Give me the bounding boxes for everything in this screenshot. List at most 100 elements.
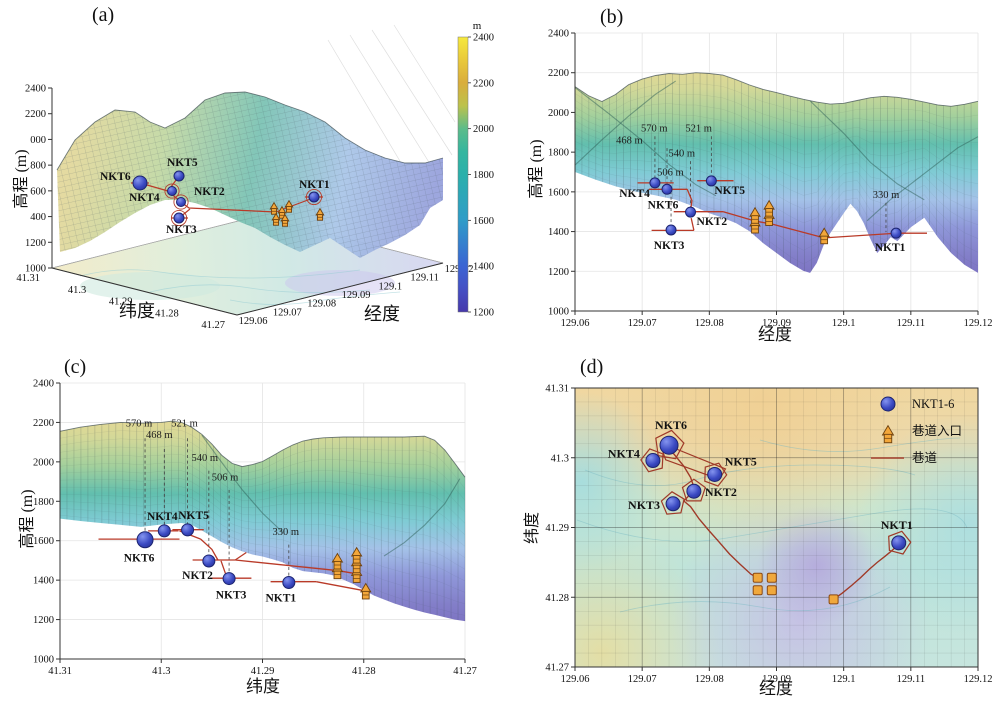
nkt-point [181, 523, 195, 537]
lon-tick-label: 129.11 [410, 273, 439, 284]
tunnel-line [833, 543, 900, 600]
site-boundary [170, 209, 188, 227]
nkt-point [891, 535, 907, 551]
terrain-ridge-line [574, 80, 677, 166]
terrain-ridge-line [866, 136, 979, 222]
site-boundary [305, 188, 323, 206]
contour-line [619, 586, 891, 613]
x-tick-label: 41.28 [352, 666, 376, 677]
x-tick-label: 41.3 [152, 666, 170, 677]
nkt-point-label: NKT4 [147, 511, 178, 523]
tunnel-line [200, 538, 219, 561]
panel-c-y-axis-label: 高程 (m) [19, 489, 36, 549]
x-tick-label: 129.06 [561, 318, 590, 329]
z-tick-label: 2400 [25, 84, 46, 95]
nkt-point [659, 435, 679, 455]
nkt-point-label: NKT3 [216, 590, 247, 602]
site-boundary [888, 530, 912, 555]
depth-annotation: 468 m [616, 136, 643, 147]
lat-axis [51, 267, 238, 316]
nkt-point [132, 175, 148, 191]
colorbar: 2400 2200 2000 1800 1600 1400 1200 [457, 33, 494, 319]
tunnel-entrance-square [766, 572, 777, 583]
depth-annotation: 506 m [212, 473, 239, 484]
colorbar-gradient [457, 36, 469, 313]
depth-annotation: 468 m [146, 430, 173, 441]
colorbar-tick-label: 1600 [473, 216, 494, 227]
lat-tick-label: 41.31 [16, 273, 40, 284]
y-tick-label: 1400 [548, 227, 569, 238]
nkt-point-label: NKT1 [881, 518, 913, 532]
legend-label: 巷道入口 [912, 424, 962, 438]
nkt-point [661, 183, 673, 195]
x-tick-label: 129.06 [561, 674, 590, 685]
y-tick-label: 1200 [548, 267, 569, 278]
nkt-point [707, 466, 723, 482]
floor-contour-line [229, 291, 401, 305]
panel-a: 2400 2200 000 800 600 400 1200 1000 NKT6 NKT5 NKT4… [16, 24, 473, 331]
y-tick-label: 41.28 [545, 593, 569, 604]
depth-annotation: 330 m [873, 190, 900, 201]
lon-tick-label: 129.1 [379, 281, 403, 292]
nkt-point-label: NKT3 [628, 498, 660, 512]
nkt-point-label: NKT2 [194, 186, 225, 198]
nkt-point [202, 554, 216, 568]
x-tick-label: 129.08 [695, 318, 724, 329]
tunnel-line [690, 217, 695, 231]
colorbar-tick-label: 2400 [473, 33, 494, 44]
y-tick-label: 2000 [548, 108, 569, 119]
tunnel-entrance-square [752, 585, 763, 596]
y-tick-label: 1000 [548, 307, 569, 318]
nkt-point-label: NKT6 [124, 553, 155, 565]
tunnel-entrance-square [766, 585, 777, 596]
panel-a-tag: (a) [92, 4, 115, 26]
nkt-point-label: NKT6 [655, 418, 687, 432]
terrain-ridge-line [809, 100, 925, 201]
x-tick-label: 41.27 [453, 666, 477, 677]
nkt-point-label: NKT5 [714, 185, 745, 197]
nkt-point [222, 572, 236, 586]
x-tick-label: 129.11 [897, 674, 926, 685]
nkt-point-label: NKT3 [654, 240, 685, 252]
x-tick-label: 129.1 [832, 674, 856, 685]
panel-c-x-axis-label: 纬度 [246, 677, 280, 696]
nkt-point-label: NKT4 [129, 192, 160, 204]
contour-line [576, 508, 968, 542]
tunnel-line [671, 451, 759, 579]
nkt-point [649, 177, 661, 189]
nkt-point-label: NKT6 [100, 171, 131, 183]
depth-annotation: 521 m [685, 123, 712, 134]
nkt-point [890, 227, 902, 239]
x-tick-label: 129.12 [964, 318, 993, 329]
colorbar-tick-label: 1800 [473, 170, 494, 181]
z-tick-label: 2200 [25, 109, 46, 120]
legend-nkt-icon [880, 396, 896, 412]
depth-annotation: 540 m [192, 453, 219, 464]
lon-tick-label: 129.09 [342, 290, 371, 301]
terrain-mesh [57, 92, 443, 258]
legend-label: NKT1-6 [912, 397, 954, 411]
site-boundary [681, 478, 707, 502]
depth-annotation: 506 m [657, 167, 684, 178]
x-tick-label: 129.09 [762, 318, 791, 329]
x-tick-label: 129.12 [964, 674, 993, 685]
y-tick-label: 1000 [33, 655, 54, 666]
nkt-point-label: NKT1 [265, 593, 296, 605]
depth-annotation: 521 m [171, 418, 198, 429]
depth-annotation: 570 m [641, 123, 668, 134]
contour-line [584, 464, 916, 487]
floor-tint [80, 272, 220, 300]
terrain-ridge-line [59, 420, 466, 478]
nkt-point-label: NKT3 [166, 224, 197, 236]
nkt-point [282, 576, 296, 590]
tunnel-line [235, 559, 339, 572]
nkt-point-label: NKT2 [705, 485, 737, 499]
y-tick-label: 41.31 [545, 384, 569, 395]
terrain-ridge-line [383, 478, 461, 557]
tunnel-entrance-square [752, 572, 763, 583]
y-tick-label: 41.3 [551, 453, 569, 464]
lon-axis [236, 262, 444, 316]
site-boundary [164, 183, 180, 199]
